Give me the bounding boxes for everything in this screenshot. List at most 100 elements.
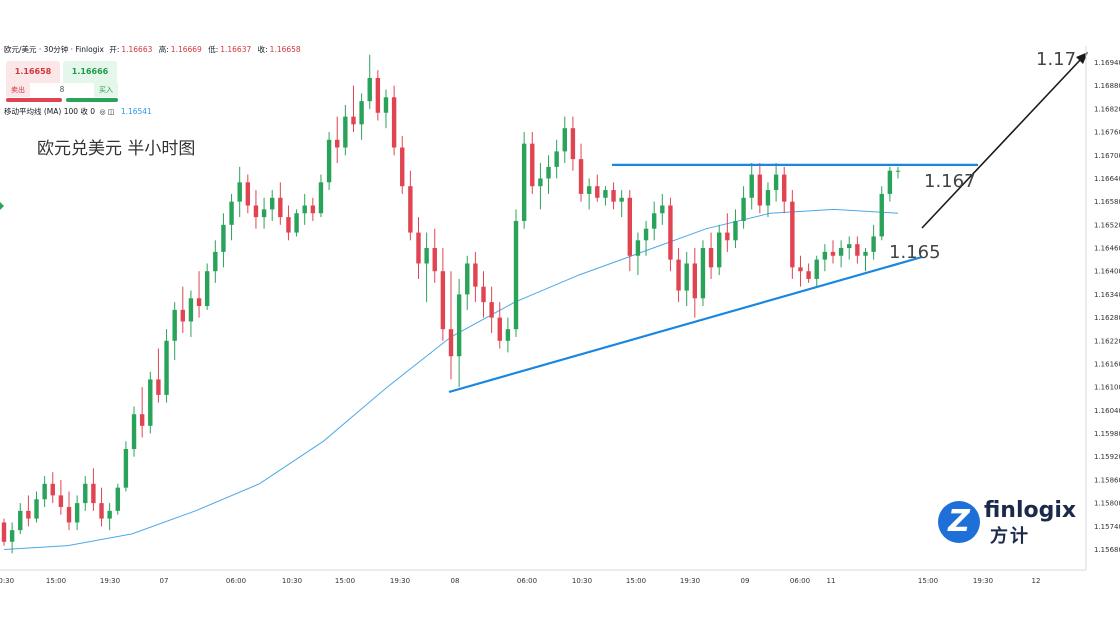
candle-body	[562, 128, 567, 152]
candle-body	[603, 190, 608, 198]
candle-body	[700, 248, 706, 299]
candle-body	[26, 510, 31, 519]
buy-price-button[interactable]: 1.16666	[63, 61, 117, 83]
x-tick-label: 12	[1032, 577, 1041, 585]
ma-value: 1.16541	[120, 107, 152, 116]
candle-body	[879, 193, 884, 237]
x-tick-label: 19:30	[100, 577, 120, 585]
chart-header: 欧元/美元 · 30分钟 · Finlogix 开: 1.16663 高: 1.16…	[4, 44, 305, 55]
y-tick-label: 1.16160	[1094, 360, 1120, 368]
ma-label: 移动平均线 (MA) 100 收 0	[4, 107, 96, 116]
candle-body	[440, 271, 446, 330]
candle-body	[790, 201, 795, 268]
candle-body	[838, 248, 844, 256]
candle-body	[115, 487, 120, 511]
candle-body	[717, 232, 722, 268]
candle-body	[489, 302, 494, 318]
candle-body	[619, 197, 624, 202]
y-tick-label: 1.16520	[1094, 221, 1120, 229]
candle-body	[692, 263, 698, 299]
candle-body	[400, 147, 405, 187]
candle-body	[757, 174, 763, 206]
candle-body	[773, 174, 779, 191]
candle-body	[408, 186, 413, 233]
candle-body	[676, 259, 681, 291]
candle-body	[310, 205, 316, 214]
candle-body	[643, 228, 649, 241]
candle-body	[660, 205, 665, 214]
candle-body	[782, 174, 787, 202]
x-tick-label: 10:30	[282, 577, 302, 585]
sell-button[interactable]: 卖出	[6, 83, 30, 97]
candle-body	[156, 379, 161, 395]
x-tick-label: 07	[160, 577, 169, 585]
y-tick-label: 1.16340	[1094, 291, 1120, 299]
candle-body	[91, 483, 96, 504]
x-tick-label: 19:30	[973, 577, 993, 585]
candle-body	[481, 286, 486, 303]
target-label: 1.17	[1036, 49, 1076, 70]
y-tick-label: 1.16700	[1094, 152, 1120, 160]
x-tick-label: 15:00	[46, 577, 66, 585]
candle-body	[456, 294, 462, 357]
candle-body	[465, 263, 470, 295]
logo-wordmark: finlogix	[984, 498, 1077, 523]
candle-body	[416, 232, 421, 264]
candle-body	[383, 97, 389, 113]
finlogix-logo: Z finlogix 方计	[938, 498, 1078, 548]
candle-body	[424, 248, 429, 264]
moving-average-layer	[3, 208, 899, 550]
candle-body	[261, 209, 267, 218]
candle-body	[473, 263, 478, 287]
candle-body	[172, 309, 177, 341]
x-tick-label: 06:00	[517, 577, 537, 585]
x-tick-label: 19:30	[390, 577, 410, 585]
candle-body	[326, 139, 332, 183]
candle-body	[830, 251, 836, 256]
x-tick-label: 11	[827, 577, 836, 585]
candle-body	[107, 510, 112, 519]
candle-body	[595, 186, 600, 198]
buy-bar	[66, 98, 118, 102]
buy-button[interactable]: 买入	[94, 83, 118, 97]
candle-body	[635, 240, 641, 256]
x-tick-label: 19:30	[680, 577, 700, 585]
candle-body	[530, 143, 535, 187]
y-tick-label: 1.16220	[1094, 337, 1120, 345]
chart-title: 欧元兑美元 半小时图	[37, 139, 196, 159]
pattern-lines	[448, 52, 1088, 394]
y-tick-label: 1.15920	[1094, 453, 1120, 461]
candle-body	[66, 506, 72, 523]
spread-value: 8	[30, 83, 94, 97]
y-tick-label: 1.15860	[1094, 476, 1120, 484]
candle-body	[123, 449, 129, 488]
candle-body	[725, 232, 730, 241]
y-tick-label: 1.16400	[1094, 268, 1120, 276]
candle-body	[806, 271, 811, 279]
candle-body	[708, 248, 714, 268]
x-tick-label: 15:00	[918, 577, 938, 585]
y-tick-label: 1.15740	[1094, 523, 1120, 531]
y-tick-label: 1.16760	[1094, 129, 1120, 137]
sell-price-button[interactable]: 1.16658	[6, 61, 60, 83]
candle-body	[521, 143, 527, 221]
candle-body	[1, 522, 7, 542]
ma-legend[interactable]: 移动平均线 (MA) 100 收 0 ◎ ◫ 1.16541	[4, 106, 152, 117]
target-arrow-line	[921, 57, 1083, 229]
resistance-label: 1.167	[924, 171, 976, 192]
scroll-indicator-icon	[0, 202, 4, 210]
candle-body	[302, 205, 307, 214]
open-value: 1.16663	[121, 45, 153, 54]
candle-body	[749, 174, 754, 198]
candle-body	[513, 220, 519, 330]
candle-body	[847, 244, 852, 249]
candle-body	[448, 329, 454, 357]
symbol-label: 欧元/美元 · 30分钟 · Finlogix	[4, 45, 104, 54]
x-tick-label: 10:30	[0, 577, 14, 585]
candle-body	[391, 97, 397, 148]
logo-cn: 方计	[990, 526, 1030, 547]
candle-body	[286, 217, 291, 233]
x-tick-label: 06:00	[226, 577, 246, 585]
ma-settings-icon[interactable]: ◎ ◫	[99, 108, 115, 116]
